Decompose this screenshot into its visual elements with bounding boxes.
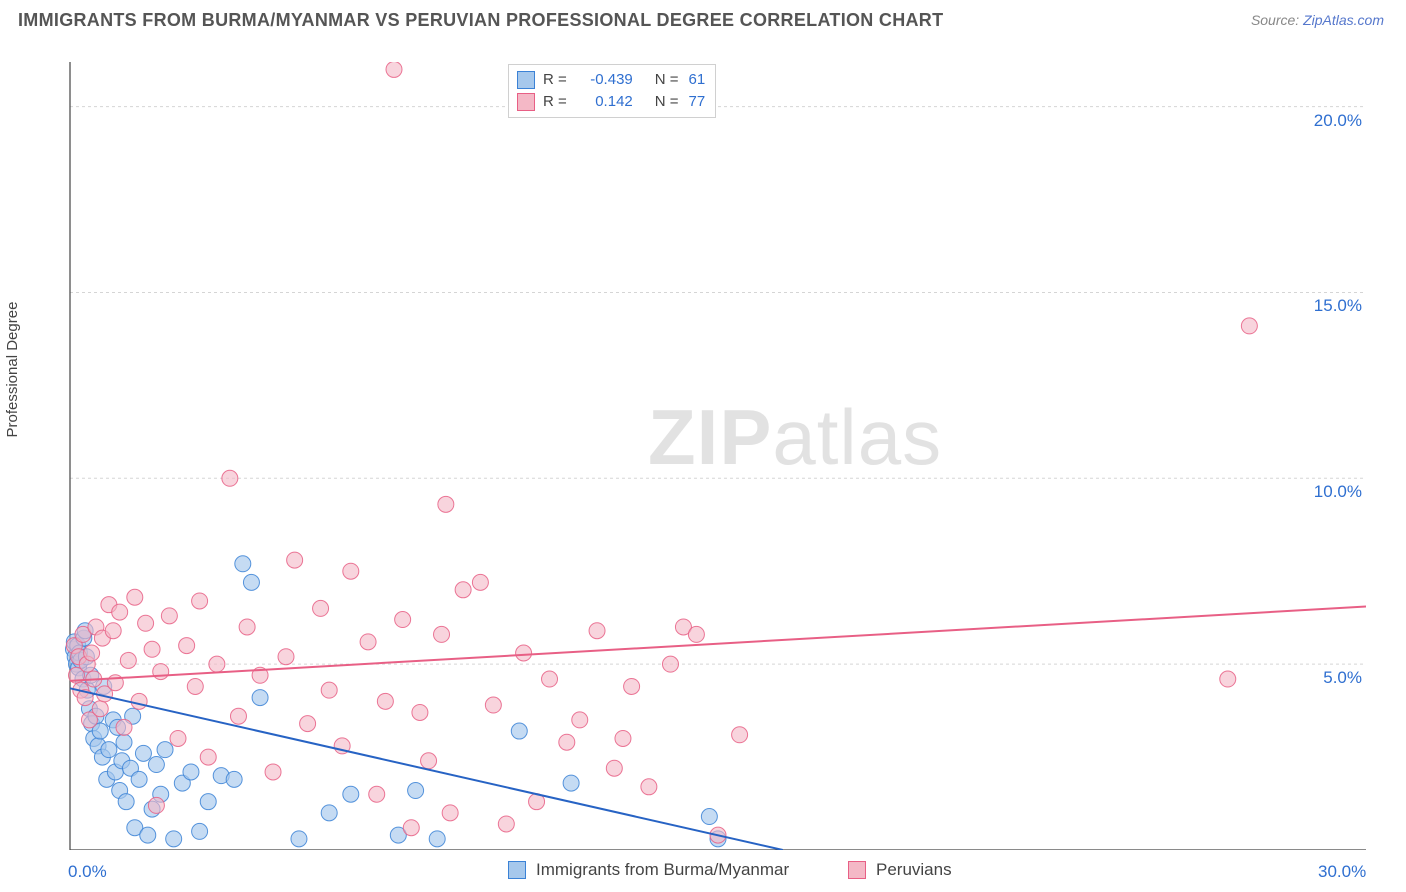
legend-row-peruvians: R = 0.142 N = 77 xyxy=(517,91,705,113)
legend-r-label: R = xyxy=(543,69,567,91)
series-legend-burma: Immigrants from Burma/Myanmar xyxy=(508,860,789,880)
legend-row-burma: R = -0.439 N = 61 xyxy=(517,69,705,91)
legend-swatch xyxy=(517,93,535,111)
legend-n-value: 61 xyxy=(689,69,706,91)
legend-label: Immigrants from Burma/Myanmar xyxy=(536,860,789,880)
legend-swatch xyxy=(848,861,866,879)
legend-swatch xyxy=(508,861,526,879)
legend-label: Peruvians xyxy=(876,860,952,880)
x-tick-label: 30.0% xyxy=(1318,862,1366,882)
legend-r-value: -0.439 xyxy=(577,69,633,91)
source-link[interactable]: ZipAtlas.com xyxy=(1303,12,1384,28)
chart-container: ZIPatlas R =-0.439N =61R =0.142N =77 Imm… xyxy=(48,62,1366,850)
series-legend-peruvians: Peruvians xyxy=(848,860,952,880)
y-axis-label: Professional Degree xyxy=(4,302,21,438)
source-prefix: Source: xyxy=(1251,12,1303,28)
correlation-legend: R = -0.439 N = 61 R = 0.142 N = 77 xyxy=(508,64,716,118)
x-tick-label: 0.0% xyxy=(68,862,107,882)
page-title: IMMIGRANTS FROM BURMA/MYANMAR VS PERUVIA… xyxy=(18,10,943,30)
y-tick-label: 20.0% xyxy=(1314,111,1362,131)
legend-n-label: N = xyxy=(655,69,679,91)
legend-swatch xyxy=(517,71,535,89)
y-tick-label: 15.0% xyxy=(1314,296,1362,316)
source-attribution: Source: ZipAtlas.com xyxy=(1251,12,1384,28)
y-tick-label: 5.0% xyxy=(1323,668,1362,688)
legend-r-label: R = xyxy=(543,91,567,113)
y-tick-label: 10.0% xyxy=(1314,482,1362,502)
legend-n-value: 77 xyxy=(689,91,706,113)
legend-r-value: 0.142 xyxy=(577,91,633,113)
legend-n-label: N = xyxy=(655,91,679,113)
scatter-chart xyxy=(48,62,1366,850)
series-points-peruvians xyxy=(66,62,1257,843)
